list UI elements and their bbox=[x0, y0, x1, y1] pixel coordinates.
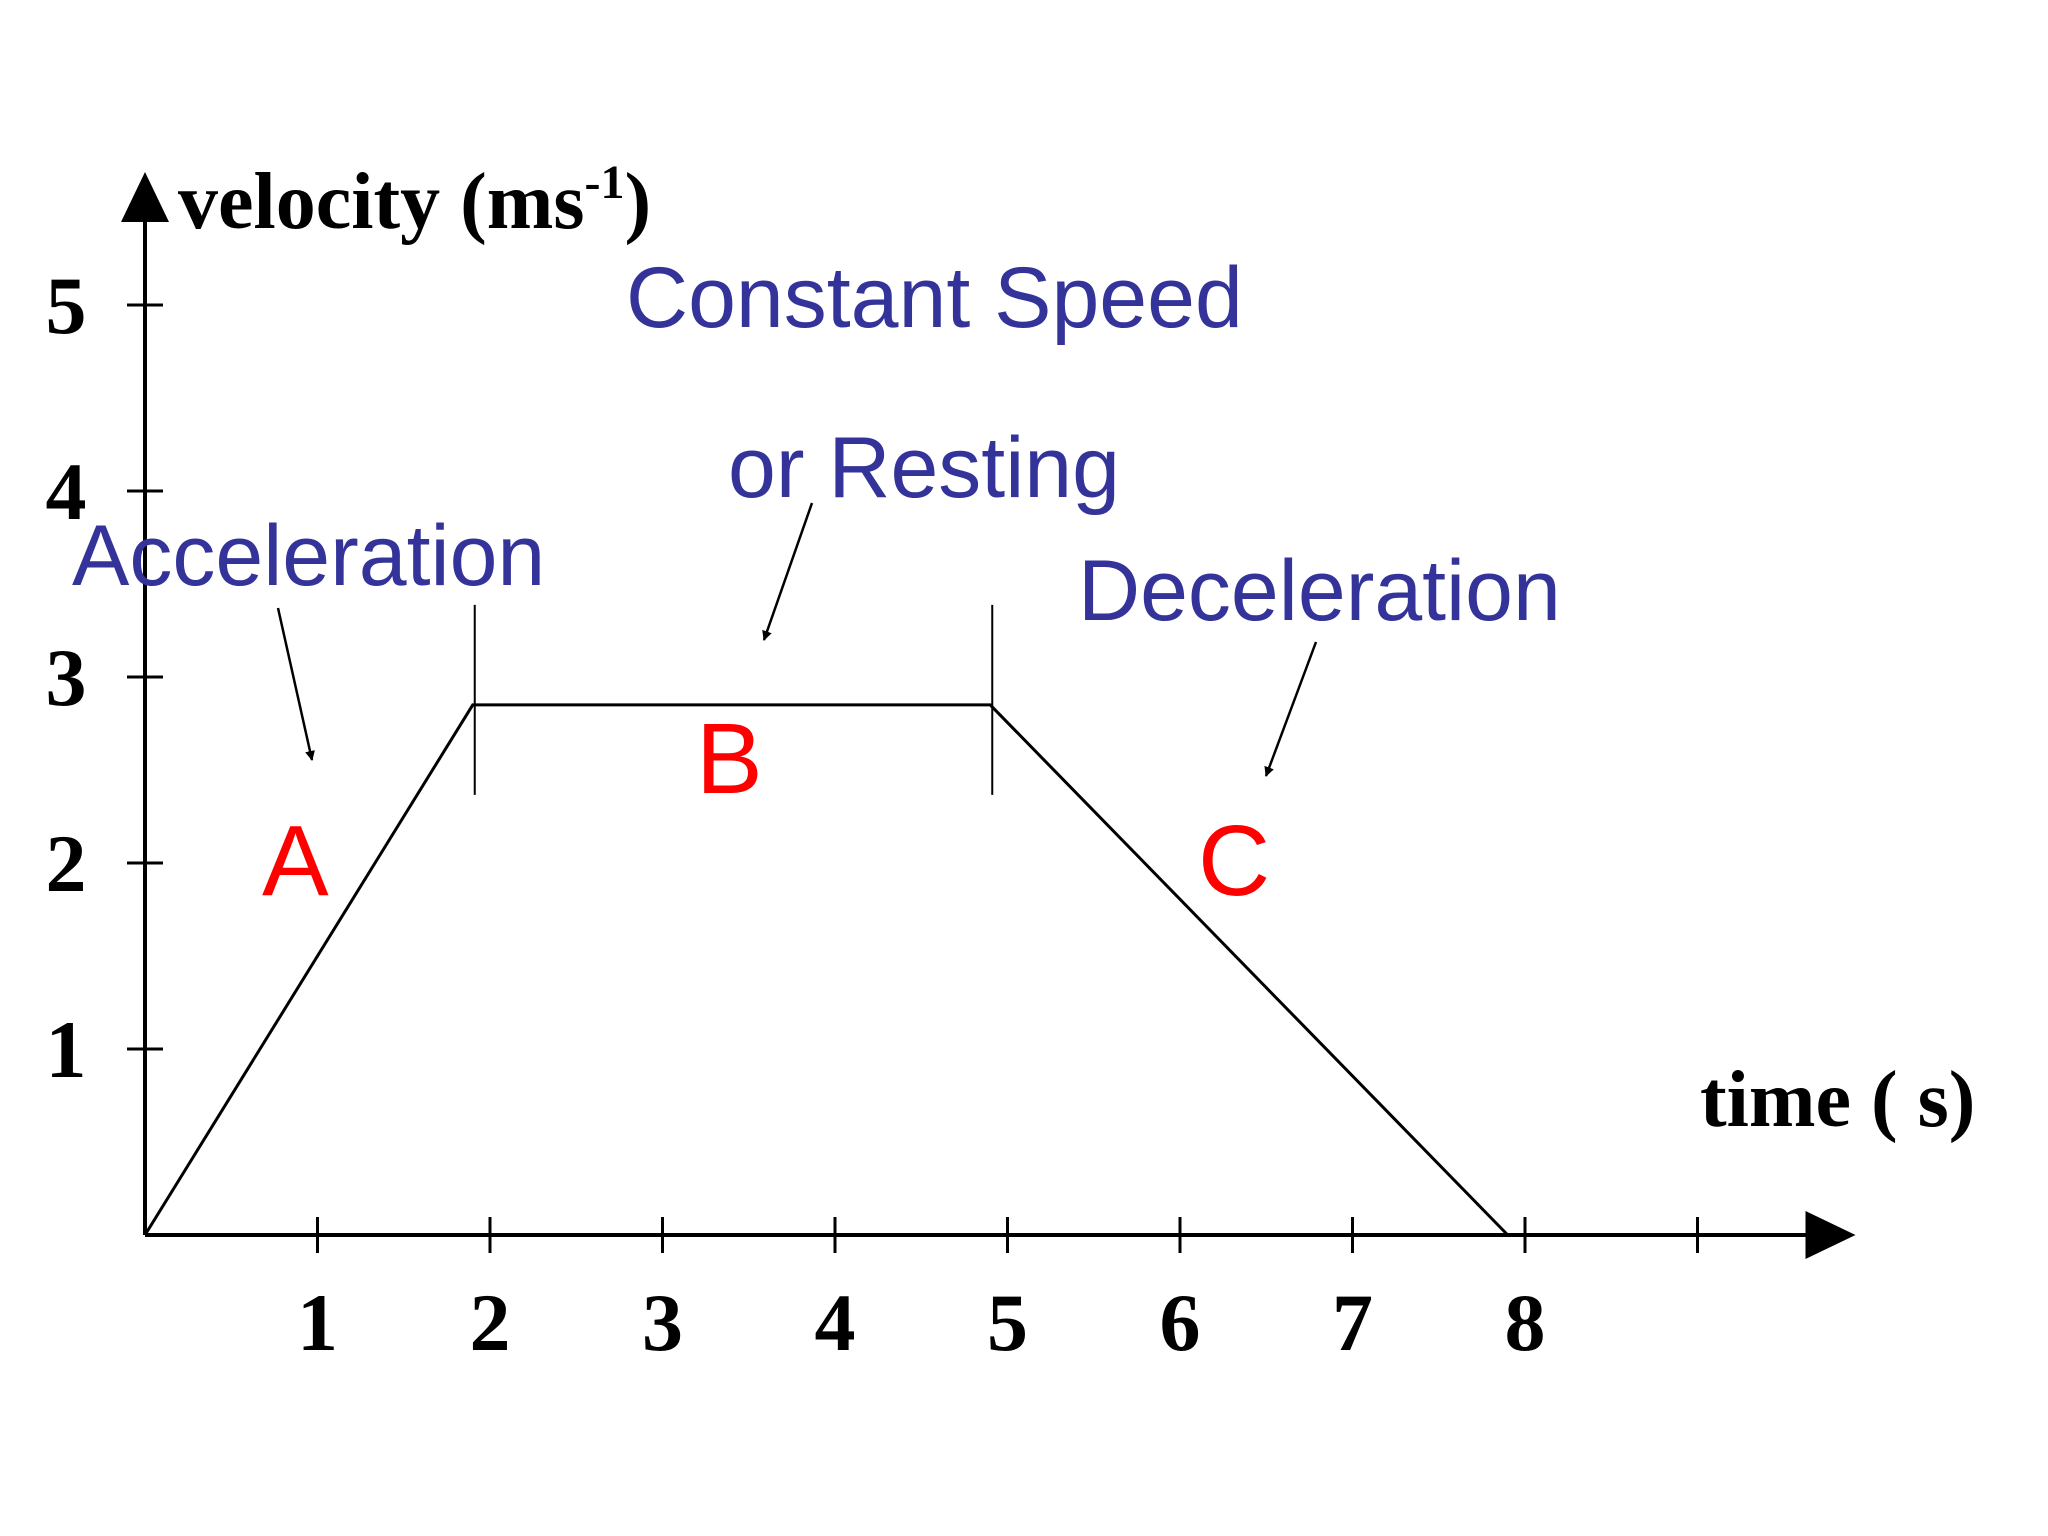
x-tick-label: 5 bbox=[987, 1277, 1028, 1368]
y-tick-label: 5 bbox=[46, 260, 87, 351]
annotation-arrows bbox=[276, 502, 1318, 777]
x-tick-label: 4 bbox=[815, 1277, 856, 1368]
arrow-acceleration-icon bbox=[276, 607, 315, 761]
x-ticks: 1 2 3 4 5 6 7 8 bbox=[297, 1217, 1699, 1368]
y-axis-label-sup: -1 bbox=[585, 156, 625, 209]
x-tick-label: 1 bbox=[297, 1277, 338, 1368]
y-tick-label: 1 bbox=[46, 1004, 87, 1095]
annotation-constant-speed-line2: or Resting bbox=[728, 420, 1120, 516]
annotation-deceleration: Deceleration bbox=[1078, 543, 1561, 639]
x-axis-label: time ( s) bbox=[1700, 1056, 1975, 1144]
y-axis-label: velocity (ms-1) bbox=[178, 156, 651, 246]
y-tick-label: 3 bbox=[46, 632, 87, 723]
y-ticks: 1 2 3 4 5 bbox=[46, 260, 163, 1095]
segment-label-b: B bbox=[696, 703, 763, 815]
y-axis-label-main: velocity (ms bbox=[178, 158, 585, 246]
axes bbox=[121, 172, 1856, 1259]
x-tick-label: 7 bbox=[1332, 1277, 1373, 1368]
series-line bbox=[143, 703, 1509, 1237]
x-tick-label: 8 bbox=[1505, 1277, 1546, 1368]
y-tick-label: 2 bbox=[46, 818, 87, 909]
annotation-acceleration: Acceleration bbox=[72, 508, 545, 604]
arrow-constant-speed-icon bbox=[762, 502, 814, 641]
x-tick-label: 6 bbox=[1160, 1277, 1201, 1368]
segment-label-a: A bbox=[262, 805, 329, 917]
x-axis-arrow-icon bbox=[1805, 1211, 1856, 1259]
arrow-deceleration-icon bbox=[1264, 641, 1318, 777]
annotation-constant-speed-line1: Constant Speed bbox=[626, 250, 1243, 346]
y-axis-label-close: ) bbox=[625, 158, 652, 246]
x-tick-label: 2 bbox=[470, 1277, 511, 1368]
segment-label-c: C bbox=[1198, 805, 1270, 917]
y-tick-label: 4 bbox=[46, 446, 87, 537]
x-tick-label: 3 bbox=[642, 1277, 683, 1368]
phase-markers bbox=[473, 604, 994, 795]
y-axis-arrow-icon bbox=[121, 172, 169, 222]
